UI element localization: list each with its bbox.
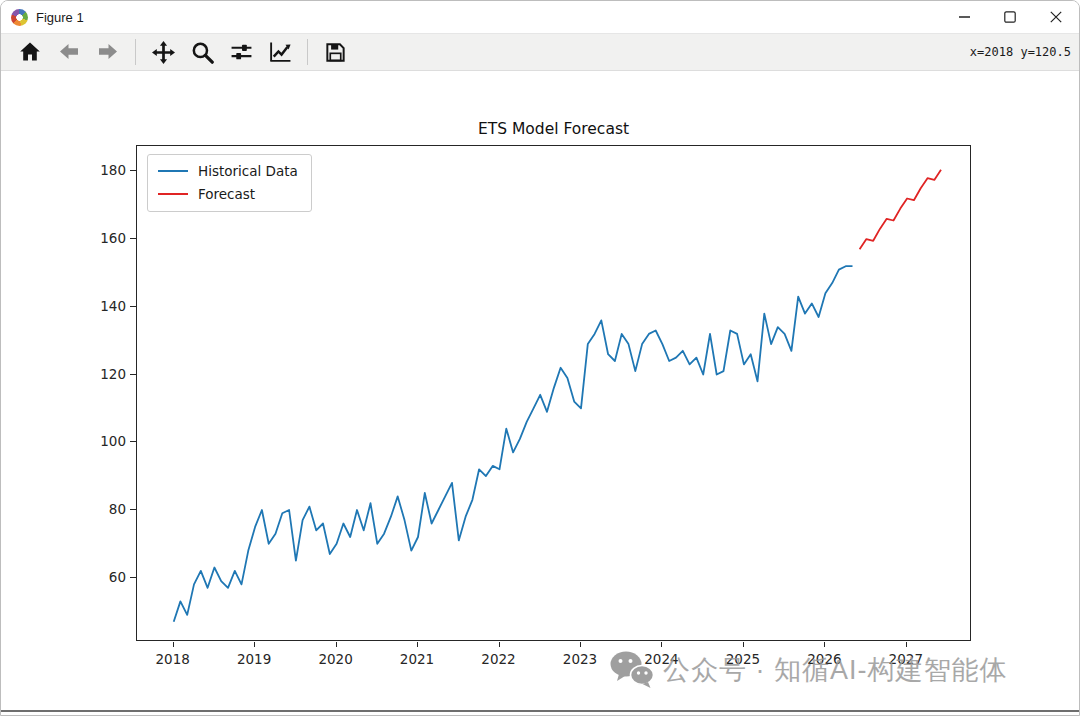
- figure-canvas[interactable]: ETS Model Forecast Historical Data Forec…: [1, 71, 1080, 712]
- y-tick-label: 120: [80, 365, 126, 383]
- navigation-toolbar: x=2018 y=120.5: [1, 33, 1079, 71]
- x-tick-label: 2019: [229, 650, 279, 668]
- home-button[interactable]: [15, 37, 45, 67]
- configure-subplots-button[interactable]: [226, 37, 256, 67]
- y-tick-mark: [130, 238, 136, 239]
- x-tick-mark: [824, 642, 825, 647]
- x-tick-mark: [743, 642, 744, 647]
- cursor-coordinates: x=2018 y=120.5: [970, 45, 1079, 59]
- x-tick-mark: [906, 642, 907, 647]
- x-tick-label: 2020: [311, 650, 361, 668]
- legend-item-historical: Historical Data: [158, 163, 298, 179]
- chart-title: ETS Model Forecast: [136, 120, 971, 138]
- back-arrow-icon: [58, 41, 80, 63]
- x-tick-mark: [661, 642, 662, 647]
- y-tick-label: 100: [80, 432, 126, 450]
- x-tick-mark: [417, 642, 418, 647]
- figure-window: Figure 1: [0, 0, 1080, 716]
- y-tick-mark: [130, 577, 136, 578]
- y-tick-label: 60: [80, 568, 126, 586]
- toolbar-separator: [135, 39, 136, 65]
- y-tick-mark: [130, 374, 136, 375]
- legend-label: Historical Data: [198, 163, 298, 179]
- home-icon: [19, 41, 41, 63]
- magnifier-icon: [191, 41, 214, 64]
- pan-button[interactable]: [148, 37, 178, 67]
- maximize-icon: [1004, 11, 1016, 23]
- series-line-0: [174, 266, 853, 622]
- x-tick-label: 2022: [474, 650, 524, 668]
- wechat-icon: [609, 649, 655, 691]
- pan-icon: [152, 41, 175, 64]
- y-tick-label: 160: [80, 229, 126, 247]
- sliders-icon: [230, 41, 253, 64]
- save-button[interactable]: [320, 37, 350, 67]
- y-tick-label: 80: [80, 500, 126, 518]
- customize-button[interactable]: [265, 37, 295, 67]
- x-tick-mark: [499, 642, 500, 647]
- zoom-button[interactable]: [187, 37, 217, 67]
- maximize-button[interactable]: [987, 1, 1033, 33]
- x-tick-label: 2018: [148, 650, 198, 668]
- line-chart-icon: [268, 40, 292, 64]
- y-tick-label: 140: [80, 297, 126, 315]
- matplotlib-logo-icon: [11, 9, 28, 26]
- window-title: Figure 1: [36, 10, 84, 25]
- x-tick-label: 2023: [555, 650, 605, 668]
- minimize-button[interactable]: [941, 1, 987, 33]
- x-tick-mark: [254, 642, 255, 647]
- toolbar-separator: [307, 39, 308, 65]
- close-button[interactable]: [1033, 1, 1079, 33]
- forward-button[interactable]: [93, 37, 123, 67]
- legend: Historical Data Forecast: [147, 154, 312, 212]
- y-tick-label: 180: [80, 161, 126, 179]
- minimize-icon: [959, 16, 970, 18]
- forward-arrow-icon: [97, 41, 119, 63]
- window-bottom-edge: [1, 710, 1079, 712]
- legend-item-forecast: Forecast: [158, 186, 298, 202]
- historical-line-swatch: [158, 170, 188, 173]
- legend-label: Forecast: [198, 186, 255, 202]
- watermark-text: 公众号 · 知循AI-构建智能体: [663, 652, 1008, 688]
- window-controls: [941, 1, 1079, 33]
- y-tick-mark: [130, 306, 136, 307]
- floppy-save-icon: [324, 41, 347, 64]
- y-tick-mark: [130, 509, 136, 510]
- x-tick-label: 2021: [392, 650, 442, 668]
- series-line-1: [860, 170, 941, 250]
- plot-area[interactable]: Historical Data Forecast: [136, 145, 971, 641]
- watermark: 公众号 · 知循AI-构建智能体: [609, 649, 1008, 691]
- x-tick-mark: [173, 642, 174, 647]
- plot-lines: [137, 146, 972, 642]
- y-tick-mark: [130, 441, 136, 442]
- titlebar: Figure 1: [1, 1, 1079, 33]
- x-tick-mark: [580, 642, 581, 647]
- forecast-line-swatch: [158, 193, 188, 196]
- y-tick-mark: [130, 170, 136, 171]
- back-button[interactable]: [54, 37, 84, 67]
- x-tick-mark: [336, 642, 337, 647]
- close-icon: [1050, 11, 1062, 23]
